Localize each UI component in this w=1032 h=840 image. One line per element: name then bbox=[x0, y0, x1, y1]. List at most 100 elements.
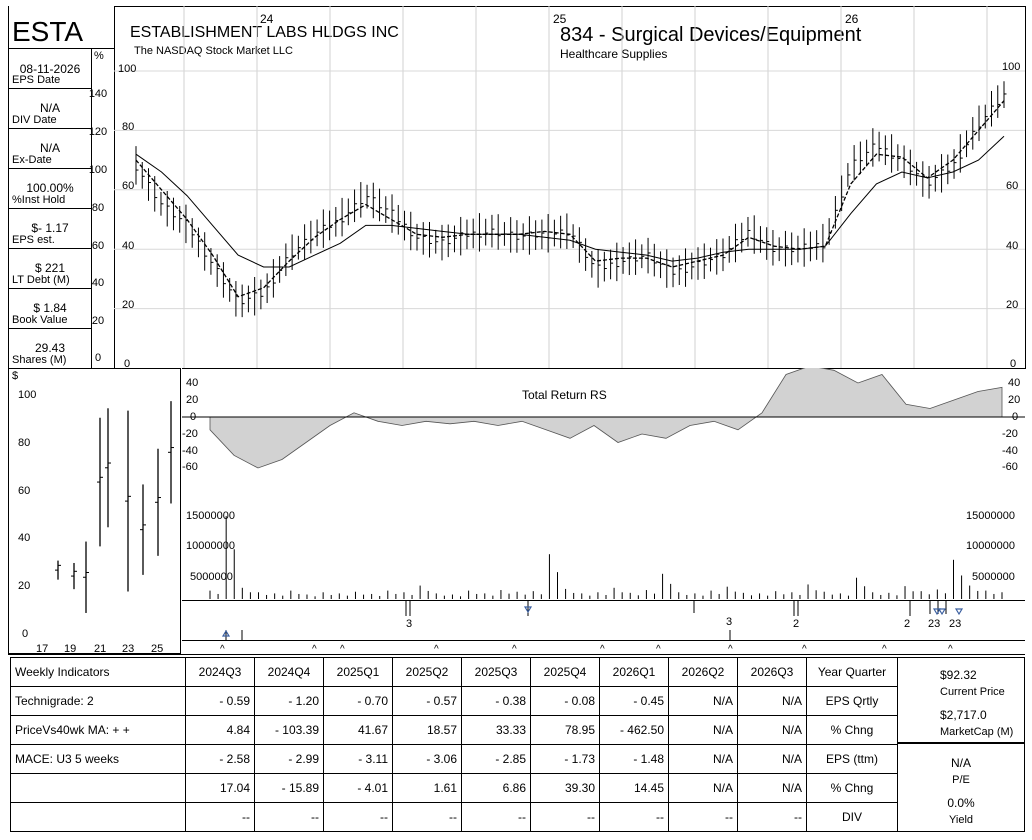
market-cap-value: $2,717.0 bbox=[940, 708, 987, 722]
table-cell: - 2.58 bbox=[185, 744, 255, 774]
pct-tick: 120 bbox=[88, 126, 108, 138]
caret-marker: ^ bbox=[948, 644, 953, 655]
table-cell: MACE: U3 5 weeks bbox=[10, 744, 186, 774]
price-bars bbox=[135, 81, 1007, 318]
table-row: 17.04- 15.89- 4.01 1.61 6.86 39.30 14.45 N/A N… bbox=[10, 773, 898, 803]
rs-tick-left: 20 bbox=[186, 394, 198, 406]
table-cell: N/A bbox=[668, 744, 738, 774]
marker-ticks bbox=[225, 600, 947, 640]
price-tick-right: 60 bbox=[1006, 180, 1018, 192]
table-cell: N/A bbox=[737, 715, 807, 745]
caret-markers: ^ ^ ^ ^ ^ ^ ^ ^ ^ ^ ^ bbox=[220, 644, 953, 655]
eps-date-cell: 08-11-2026 EPS Date bbox=[8, 58, 92, 89]
annual-x-label: 21 bbox=[94, 643, 106, 654]
caret-marker: ^ bbox=[512, 644, 517, 655]
rs-tick-right: 40 bbox=[1008, 377, 1020, 389]
rs-tick-left: -20 bbox=[182, 428, 198, 440]
price-tick-left: 40 bbox=[122, 240, 134, 252]
ex-date-value: N/A bbox=[39, 141, 60, 155]
table-cell: -- bbox=[392, 802, 462, 832]
rs-tick-right: 20 bbox=[1008, 394, 1020, 406]
annual-tick: 0 bbox=[22, 628, 28, 640]
shares-cell: 29.43 Shares (M) bbox=[8, 338, 92, 368]
vertical-gridlines bbox=[183, 6, 988, 368]
annual-chart-frame bbox=[8, 368, 181, 654]
shares-value: 29.43 bbox=[34, 341, 66, 355]
rs-title: Total Return RS bbox=[522, 388, 607, 402]
table-cell: % Chng bbox=[806, 773, 898, 803]
year-label: 26 bbox=[845, 12, 859, 26]
annual-x-label: 19 bbox=[64, 643, 76, 654]
annual-x-label: 25 bbox=[151, 643, 163, 654]
volume-tick-right: 15000000 bbox=[966, 510, 1015, 522]
rs-tick-left: 40 bbox=[186, 377, 198, 389]
price-tick-left: 0 bbox=[124, 358, 130, 370]
volume-tick-left: 10000000 bbox=[186, 540, 235, 552]
table-header-cell: 2025Q3 bbox=[461, 657, 531, 687]
price-tick-left: 80 bbox=[122, 121, 134, 133]
inst-hold-value: 100.00% bbox=[26, 181, 74, 195]
horizontal-gridlines bbox=[114, 70, 1025, 310]
yield-value: 0.0% bbox=[947, 796, 975, 810]
table-row: Technigrade: 2- 0.59- 1.20- 0.70- 0.57- … bbox=[10, 686, 898, 716]
marker-3: 3 bbox=[726, 616, 732, 628]
div-date-label: DIV Date bbox=[12, 114, 57, 126]
table-cell: 4.84 bbox=[185, 715, 255, 745]
table-cell: - 1.48 bbox=[599, 744, 669, 774]
table-cell: EPS (ttm) bbox=[806, 744, 898, 774]
table-cell: - 462.50 bbox=[599, 715, 669, 745]
caret-marker: ^ bbox=[802, 644, 807, 655]
marker-3: 3 bbox=[406, 618, 412, 630]
table-header-cell: 2024Q4 bbox=[254, 657, 324, 687]
table-header-cell: 2026Q3 bbox=[737, 657, 807, 687]
table-header-cell: 2025Q2 bbox=[392, 657, 462, 687]
table-header-cell: 2025Q1 bbox=[323, 657, 393, 687]
sector-name: Healthcare Supplies bbox=[560, 47, 668, 61]
table-cell: - 2.85 bbox=[461, 744, 531, 774]
price-tick-right: 0 bbox=[1010, 358, 1016, 370]
table-cell: Technigrade: 2 bbox=[10, 686, 186, 716]
rs-area-shape bbox=[209, 368, 1003, 469]
marker-23: 23 bbox=[949, 618, 961, 630]
table-cell: DIV bbox=[806, 802, 898, 832]
valuation-box: N/A P/E 0.0% Yield bbox=[897, 743, 1025, 832]
chart-frame bbox=[114, 6, 1026, 369]
table-cell: N/A bbox=[737, 686, 807, 716]
yield-label: Yield bbox=[948, 814, 974, 826]
book-value-value: $ 1.84 bbox=[33, 301, 67, 315]
marker-23: 23 bbox=[928, 618, 940, 630]
table-cell: -- bbox=[668, 802, 738, 832]
ticker-symbol: ESTA bbox=[12, 16, 84, 47]
caret-marker: ^ bbox=[882, 644, 887, 655]
table-cell: -- bbox=[530, 802, 600, 832]
marker-2: 2 bbox=[904, 618, 910, 630]
rs-tick-right: -60 bbox=[1002, 461, 1018, 473]
chart-bottom bbox=[8, 654, 1025, 655]
table-cell: N/A bbox=[737, 744, 807, 774]
table-cell: - 3.11 bbox=[323, 744, 393, 774]
eps-est-cell: $- 1.17 EPS est. bbox=[8, 218, 92, 249]
annual-tick: 80 bbox=[18, 437, 30, 449]
table-cell: N/A bbox=[668, 773, 738, 803]
div-date-value: N/A bbox=[39, 101, 60, 115]
table-cell: - 0.08 bbox=[530, 686, 600, 716]
marker-2: 2 bbox=[793, 618, 799, 630]
table-cell: PriceVs40wk MA: + + bbox=[10, 715, 186, 745]
table-cell: - 103.39 bbox=[254, 715, 324, 745]
table-cell: - 0.57 bbox=[392, 686, 462, 716]
table-row: PriceVs40wk MA: + +4.84- 103.39 41.67 18.5… bbox=[10, 715, 898, 745]
arrow-markers bbox=[221, 606, 964, 637]
price-tick-left: 100 bbox=[118, 63, 136, 75]
volume-tick-right: 10000000 bbox=[966, 540, 1015, 552]
price-box: $92.32 Current Price $2,717.0 MarketCap … bbox=[897, 657, 1025, 743]
caret-marker: ^ bbox=[728, 644, 733, 655]
eps-est-label: EPS est. bbox=[12, 234, 55, 246]
eps-date-value: 08-11-2026 bbox=[19, 62, 81, 76]
table-header-cell: 2025Q4 bbox=[530, 657, 600, 687]
caret-marker: ^ bbox=[312, 644, 317, 655]
table-cell: 39.30 bbox=[530, 773, 600, 803]
table-header-cell: Year Quarter bbox=[806, 657, 898, 687]
current-price-value: $92.32 bbox=[940, 668, 977, 682]
rs-volume-chart: 40 20 0 -20 -40 -60 40 20 0 -20 -40 -60 … bbox=[182, 368, 1025, 655]
rs-tick-left: -40 bbox=[182, 445, 198, 457]
